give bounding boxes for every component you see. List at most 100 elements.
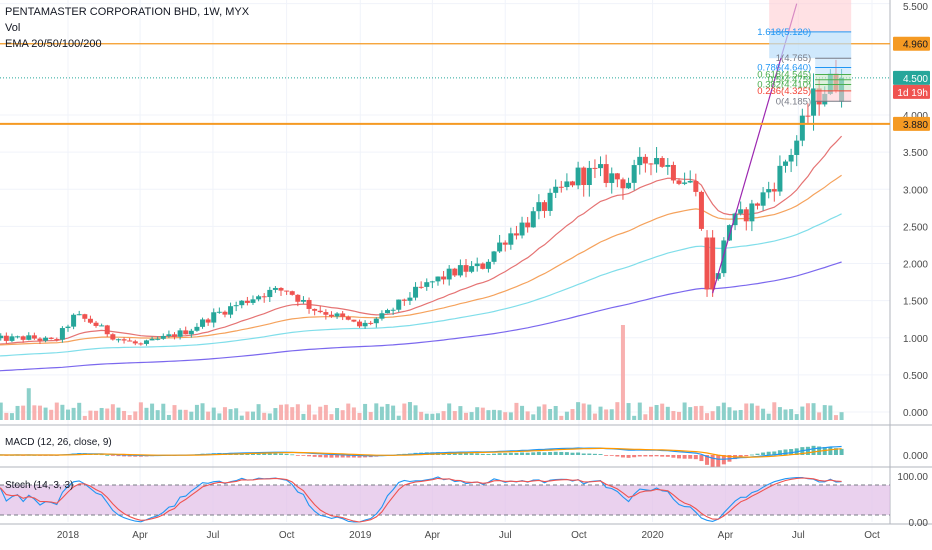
ema-legend: EMA 20/50/100/200	[5, 38, 102, 50]
macd-histogram-bar	[693, 455, 698, 460]
volume-bar	[548, 409, 553, 420]
candle-body	[368, 322, 374, 324]
candle-body	[435, 276, 441, 282]
volume-bar	[222, 407, 227, 420]
volume-bar	[587, 404, 592, 420]
candle-body	[211, 312, 217, 323]
price-axis[interactable]: 5.500 4.000 3.500 3.000 2.500 2.000 1.500 1.000…	[893, 2, 930, 529]
volume-bar	[279, 404, 284, 420]
volume-bar	[480, 407, 485, 420]
volume-bar	[486, 410, 491, 420]
time-axis[interactable]: 2018 Apr Jul Oct 2019 Apr Jul Oct 2020 Apr Jul Oct	[57, 530, 880, 541]
macd-histogram-bar	[581, 453, 586, 455]
candle-body	[289, 291, 295, 295]
volume-bar	[110, 404, 115, 420]
macd-histogram-bar	[497, 453, 502, 455]
candle-body	[424, 282, 430, 287]
macd-histogram-bar	[346, 455, 351, 458]
candle-body	[771, 189, 777, 192]
candle-body	[261, 296, 267, 298]
volume-bar	[839, 412, 844, 420]
price-tick-label: 4.000	[903, 111, 928, 122]
time-tick-label: Jul	[792, 530, 805, 541]
stoch-pane	[0, 476, 890, 523]
candle-body	[659, 158, 665, 167]
macd-histogram-bar	[480, 453, 485, 455]
volume-bar	[615, 402, 620, 420]
volume-bar	[340, 410, 345, 420]
macd-histogram-bar	[548, 451, 553, 455]
volume-bar	[77, 402, 82, 420]
candle-body	[575, 167, 581, 186]
macd-histogram-bar	[766, 451, 771, 455]
candle-body	[429, 281, 435, 283]
volume-bar	[789, 409, 794, 420]
fib-level-label: 1(4.765)	[776, 53, 811, 64]
macd-histogram-bar	[127, 455, 132, 457]
macd-histogram-bar	[705, 455, 710, 465]
volume-bar	[267, 413, 272, 420]
countdown-tag: 1d 19h	[897, 88, 928, 99]
candle-body	[682, 182, 688, 184]
macd-histogram-bar	[677, 455, 682, 459]
candle-body	[87, 318, 93, 323]
volume-bar	[290, 407, 295, 420]
current-price-tag-box	[893, 70, 930, 85]
candle-body	[743, 209, 749, 222]
candle-body	[525, 222, 531, 228]
time-tick-label: 2020	[641, 530, 664, 541]
volume-bar	[0, 402, 3, 420]
volume-bar	[82, 415, 87, 420]
macd-histogram-bar	[688, 455, 693, 459]
candle-body	[418, 286, 424, 288]
volume-bar	[88, 410, 93, 420]
volume-bar	[671, 411, 676, 420]
macd-histogram-bar	[665, 455, 670, 457]
volume-bar	[604, 409, 609, 420]
volume-bar	[9, 413, 14, 420]
macd-histogram-bar	[671, 455, 676, 458]
volume-bar	[295, 404, 300, 420]
candle-body	[54, 338, 60, 340]
volume-bar	[716, 406, 721, 420]
macd-histogram-bar	[301, 455, 306, 456]
candle-body	[586, 167, 592, 185]
volume-bar	[200, 403, 205, 420]
ema200-line	[0, 261, 842, 372]
candle-body	[216, 311, 222, 313]
macd-histogram-bar	[295, 455, 300, 456]
volume-bar	[733, 410, 738, 420]
volume-bar	[155, 410, 160, 420]
ema20-line	[0, 135, 843, 345]
macd-histogram-bar	[620, 455, 625, 458]
candle-body	[317, 310, 323, 313]
candle-body	[766, 189, 772, 193]
candle-body	[721, 240, 727, 274]
macd-histogram-bar	[592, 453, 597, 455]
volume-bar	[144, 407, 149, 420]
volume-bar	[396, 415, 401, 420]
volume-bar	[452, 411, 457, 420]
countdown-tag-box	[893, 84, 930, 99]
candle-body	[93, 322, 99, 326]
volume-bar	[273, 408, 278, 420]
candle-body	[783, 161, 789, 166]
volume-bar	[391, 405, 396, 420]
volume-bar	[150, 403, 155, 420]
candle-body	[233, 305, 239, 307]
candle-body	[351, 319, 357, 322]
volume-bar	[447, 403, 452, 420]
candle-body	[474, 263, 480, 267]
macd-histogram-bar	[615, 455, 620, 457]
candle-body	[15, 336, 21, 338]
volume-bar	[805, 403, 810, 420]
volume-bar	[435, 413, 440, 420]
volume-bar	[699, 405, 704, 420]
volume-bar	[206, 411, 211, 420]
candle-body	[222, 311, 228, 315]
candle-body	[805, 115, 811, 117]
volume-bar	[783, 409, 788, 420]
candle-body	[244, 300, 250, 303]
macd-histogram-bar	[660, 455, 665, 457]
